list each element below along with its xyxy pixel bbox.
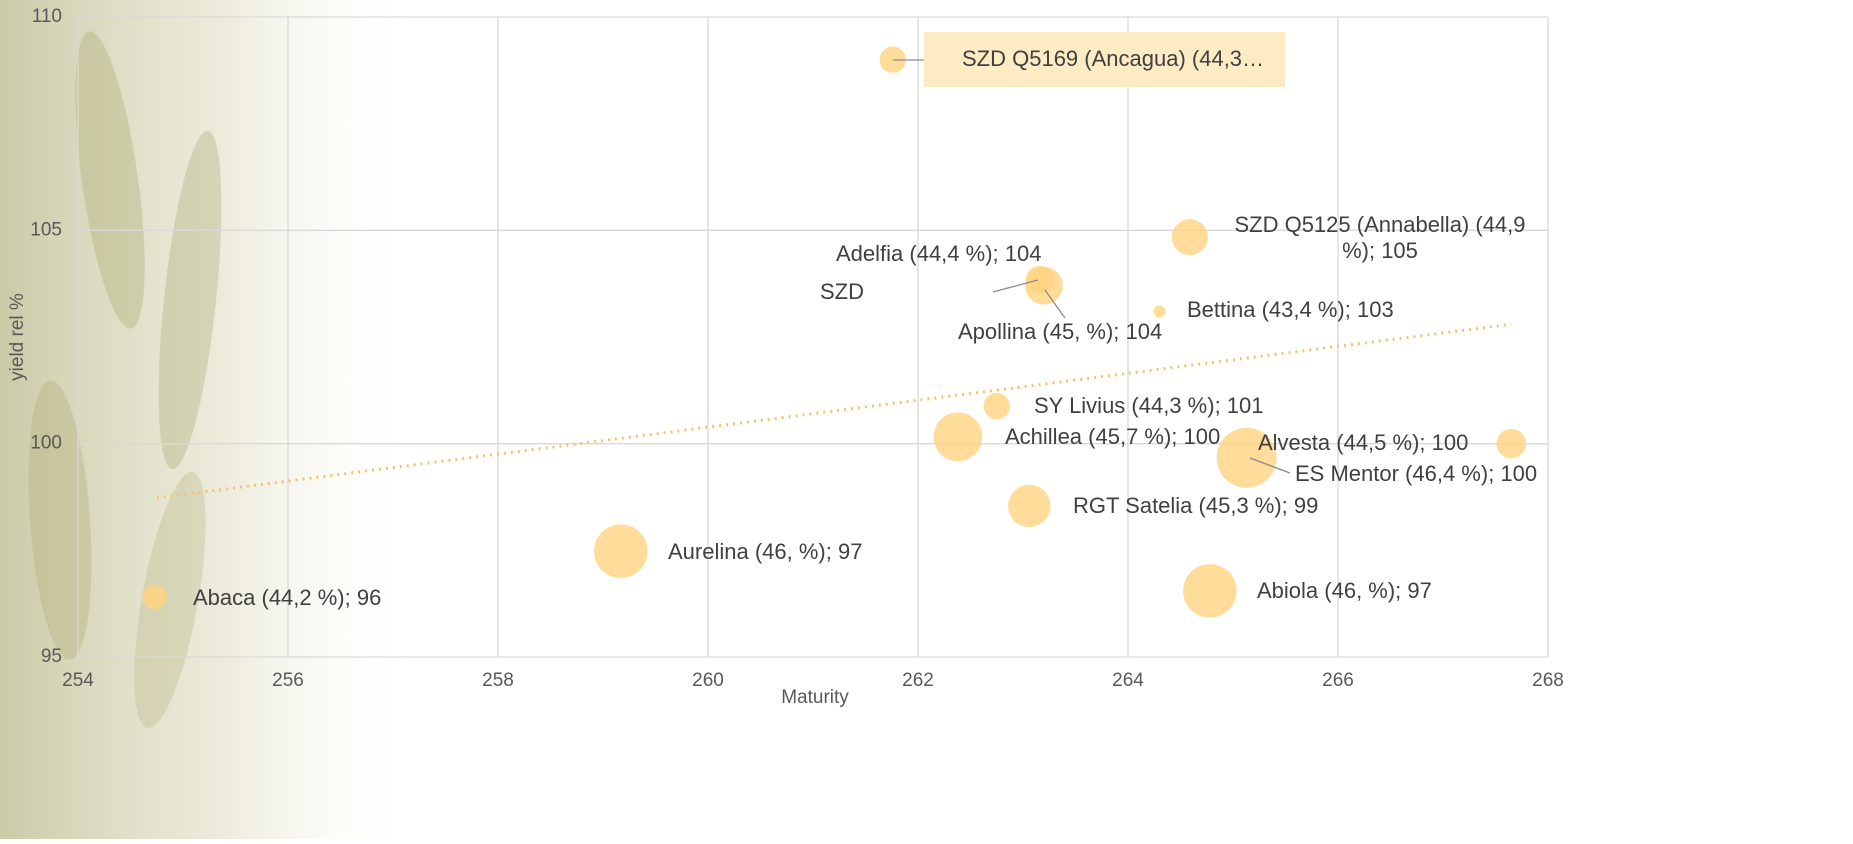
x-axis-title: Maturity [781, 687, 849, 708]
bubble [1183, 564, 1237, 618]
y-tick-label: 95 [41, 646, 62, 667]
data-label: Alvesta (44,5 %); 100 [1258, 430, 1468, 455]
x-tick-label: 266 [1322, 670, 1354, 691]
x-tick-label: 268 [1532, 670, 1564, 691]
data-label: ES Mentor (46,4 %); 100 [1295, 461, 1537, 486]
data-label-line: %); 105 [1342, 238, 1418, 263]
x-tick-label: 256 [272, 670, 304, 691]
bubble [1154, 305, 1166, 317]
bubble [1025, 267, 1063, 305]
bubble [142, 585, 167, 610]
background-photo [0, 0, 420, 839]
data-label: Apollina (45, %); 104 [958, 319, 1162, 344]
data-label: Adelfia (44,4 %); 104 [836, 241, 1041, 266]
y-axis-title: yield rel % [7, 293, 28, 381]
bubble [1172, 219, 1208, 255]
data-label: Achillea (45,7 %); 100 [1005, 424, 1220, 449]
data-label: SZD Q5125 (Annabella) (44,9%); 105 [1234, 212, 1525, 263]
chart: Maturity yield rel % 254 256 258 260 262 264 2… [0, 0, 1853, 839]
annotation: SZD [820, 279, 864, 304]
x-tick-label: 262 [902, 670, 934, 691]
x-tick-label: 258 [482, 670, 514, 691]
bubble [984, 393, 1010, 419]
y-tick-label: 105 [30, 219, 62, 240]
x-tick-label: 260 [692, 670, 724, 691]
data-label: SZD Q5169 (Ancagua) (44,3… [962, 46, 1264, 71]
y-tick-label: 100 [30, 433, 62, 454]
bubble [594, 524, 648, 578]
data-label: Aurelina (46, %); 97 [668, 539, 862, 564]
bubble [1008, 485, 1050, 527]
x-tick-label: 254 [62, 670, 94, 691]
data-label: Abiola (46, %); 97 [1257, 578, 1432, 603]
x-tick-label: 264 [1112, 670, 1144, 691]
data-label: Abaca (44,2 %); 96 [193, 585, 381, 610]
y-tick-label: 110 [32, 6, 62, 27]
data-label: RGT Satelia (45,3 %); 99 [1073, 493, 1318, 518]
bubble [934, 412, 983, 461]
bubble [1496, 429, 1526, 459]
data-label: Bettina (43,4 %); 103 [1187, 297, 1394, 322]
data-label-line: SZD Q5125 (Annabella) (44,9 [1234, 212, 1525, 237]
data-label: SY Livius (44,3 %); 101 [1034, 393, 1264, 418]
